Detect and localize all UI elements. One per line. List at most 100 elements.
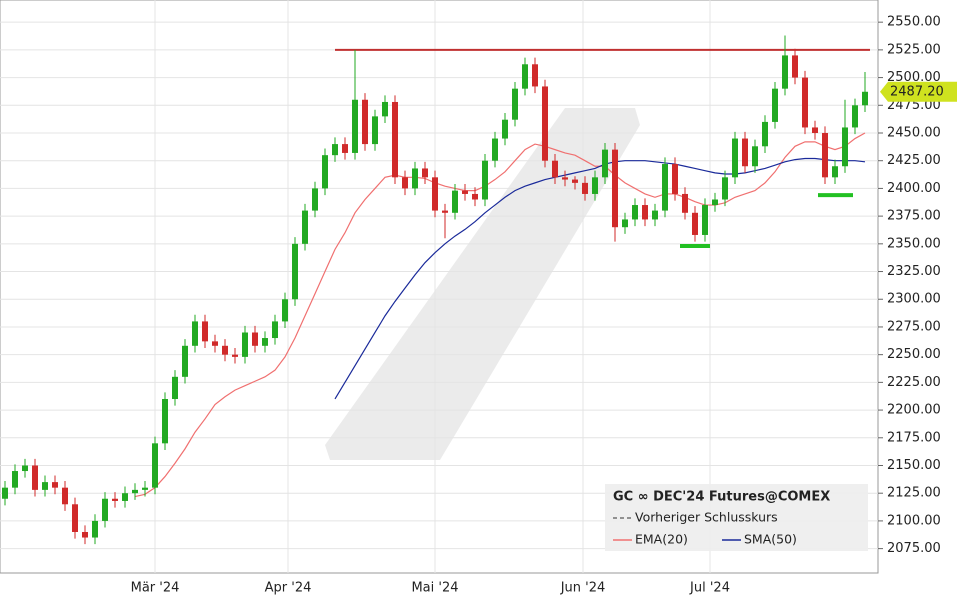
candle-body <box>202 321 208 342</box>
candle-body <box>542 86 548 161</box>
candle-body <box>592 177 598 194</box>
candle-body <box>52 482 58 488</box>
y-tick-label: 2200.00 <box>887 403 941 418</box>
candle-body <box>172 376 178 399</box>
candle-body <box>602 149 608 178</box>
candle-body <box>252 332 258 346</box>
candle-body <box>862 91 868 106</box>
y-tick-label: 2450.00 <box>887 125 941 140</box>
candle-body <box>2 487 8 499</box>
candle-body <box>662 164 668 211</box>
candle-body <box>372 116 378 145</box>
indicator-line <box>134 132 866 498</box>
candle-body <box>92 520 98 538</box>
candle-body <box>72 504 78 532</box>
y-tick-label: 2175.00 <box>887 430 941 445</box>
candle-body <box>852 105 858 128</box>
legend-entry: Vorheriger Schlusskurs <box>635 510 778 525</box>
candle-body <box>552 160 558 178</box>
candle-body <box>22 465 28 472</box>
candle-body <box>472 193 478 200</box>
candle-body <box>162 398 168 444</box>
x-tick-label: Jul '24 <box>689 581 730 596</box>
candle-body <box>452 190 458 213</box>
y-tick-label: 2350.00 <box>887 236 941 251</box>
candle-body <box>712 199 718 206</box>
candle-body <box>442 210 448 213</box>
y-tick-label: 2400.00 <box>887 181 941 196</box>
y-tick-label: 2250.00 <box>887 347 941 362</box>
candle-body <box>722 177 728 200</box>
candle-body <box>382 101 388 117</box>
y-tick-label: 2500.00 <box>887 70 941 85</box>
candle-body <box>622 219 628 228</box>
candle-body <box>82 531 88 538</box>
candle-body <box>672 164 678 194</box>
last-price-badge <box>880 81 957 102</box>
x-tick-label: Jun '24 <box>560 581 606 596</box>
candle-body <box>262 338 268 346</box>
candle-body <box>412 168 418 189</box>
candle-body <box>842 127 848 167</box>
y-tick-label: 2225.00 <box>887 375 941 390</box>
candle-body <box>422 168 428 178</box>
candle-body <box>762 121 768 147</box>
y-tick-label: 2300.00 <box>887 292 941 307</box>
candle-body <box>792 55 798 78</box>
candle-body <box>522 64 528 89</box>
legend-entry: SMA(50) <box>744 532 797 547</box>
candle-body <box>782 55 788 89</box>
x-tick-label: Mai '24 <box>411 581 458 596</box>
candle-body <box>42 482 48 490</box>
candle-body <box>222 345 228 355</box>
candle-body <box>532 64 538 87</box>
y-tick-label: 2150.00 <box>887 458 941 473</box>
candle-body <box>302 210 308 244</box>
y-tick-label: 2100.00 <box>887 513 941 528</box>
candle-body <box>832 166 838 178</box>
candle-body <box>642 205 648 220</box>
candle-body <box>322 155 328 189</box>
last-price-label: 2487.20 <box>890 84 944 99</box>
candle-body <box>432 177 438 211</box>
x-tick-label: Mär '24 <box>131 581 180 596</box>
candle-body <box>182 345 188 377</box>
candle-body <box>692 212 698 235</box>
candle-body <box>122 493 128 501</box>
indicator-line <box>334 157 866 400</box>
candle-body <box>32 465 38 490</box>
watermark <box>325 108 640 460</box>
y-tick-label: 2125.00 <box>887 486 941 501</box>
candle-body <box>742 138 748 167</box>
candle-body <box>292 243 298 300</box>
candle-body <box>822 132 828 178</box>
candle-body <box>272 321 278 339</box>
candle-body <box>702 205 708 235</box>
candle-body <box>682 193 688 213</box>
candle-body <box>402 177 408 189</box>
candle-body <box>632 205 638 220</box>
candle-body <box>232 354 238 357</box>
y-tick-label: 2075.00 <box>887 541 941 556</box>
candle-body <box>652 210 658 220</box>
candle-body <box>482 160 488 200</box>
candle-body <box>352 99 358 153</box>
candle-body <box>752 146 758 167</box>
candle-body <box>342 144 348 153</box>
candle-body <box>102 498 108 521</box>
y-tick-label: 2275.00 <box>887 319 941 334</box>
candle-body <box>12 471 18 488</box>
candle-body <box>512 88 518 120</box>
candle-body <box>212 341 218 346</box>
candle-body <box>812 127 818 133</box>
candle-body <box>152 443 158 488</box>
x-tick-label: Apr '24 <box>265 581 312 596</box>
candle-body <box>312 188 318 211</box>
y-tick-label: 2550.00 <box>887 15 941 30</box>
candle-body <box>492 138 498 161</box>
candle-body <box>112 498 118 501</box>
y-tick-label: 2375.00 <box>887 209 941 224</box>
candle-body <box>732 138 738 178</box>
candle-body <box>582 182 588 194</box>
